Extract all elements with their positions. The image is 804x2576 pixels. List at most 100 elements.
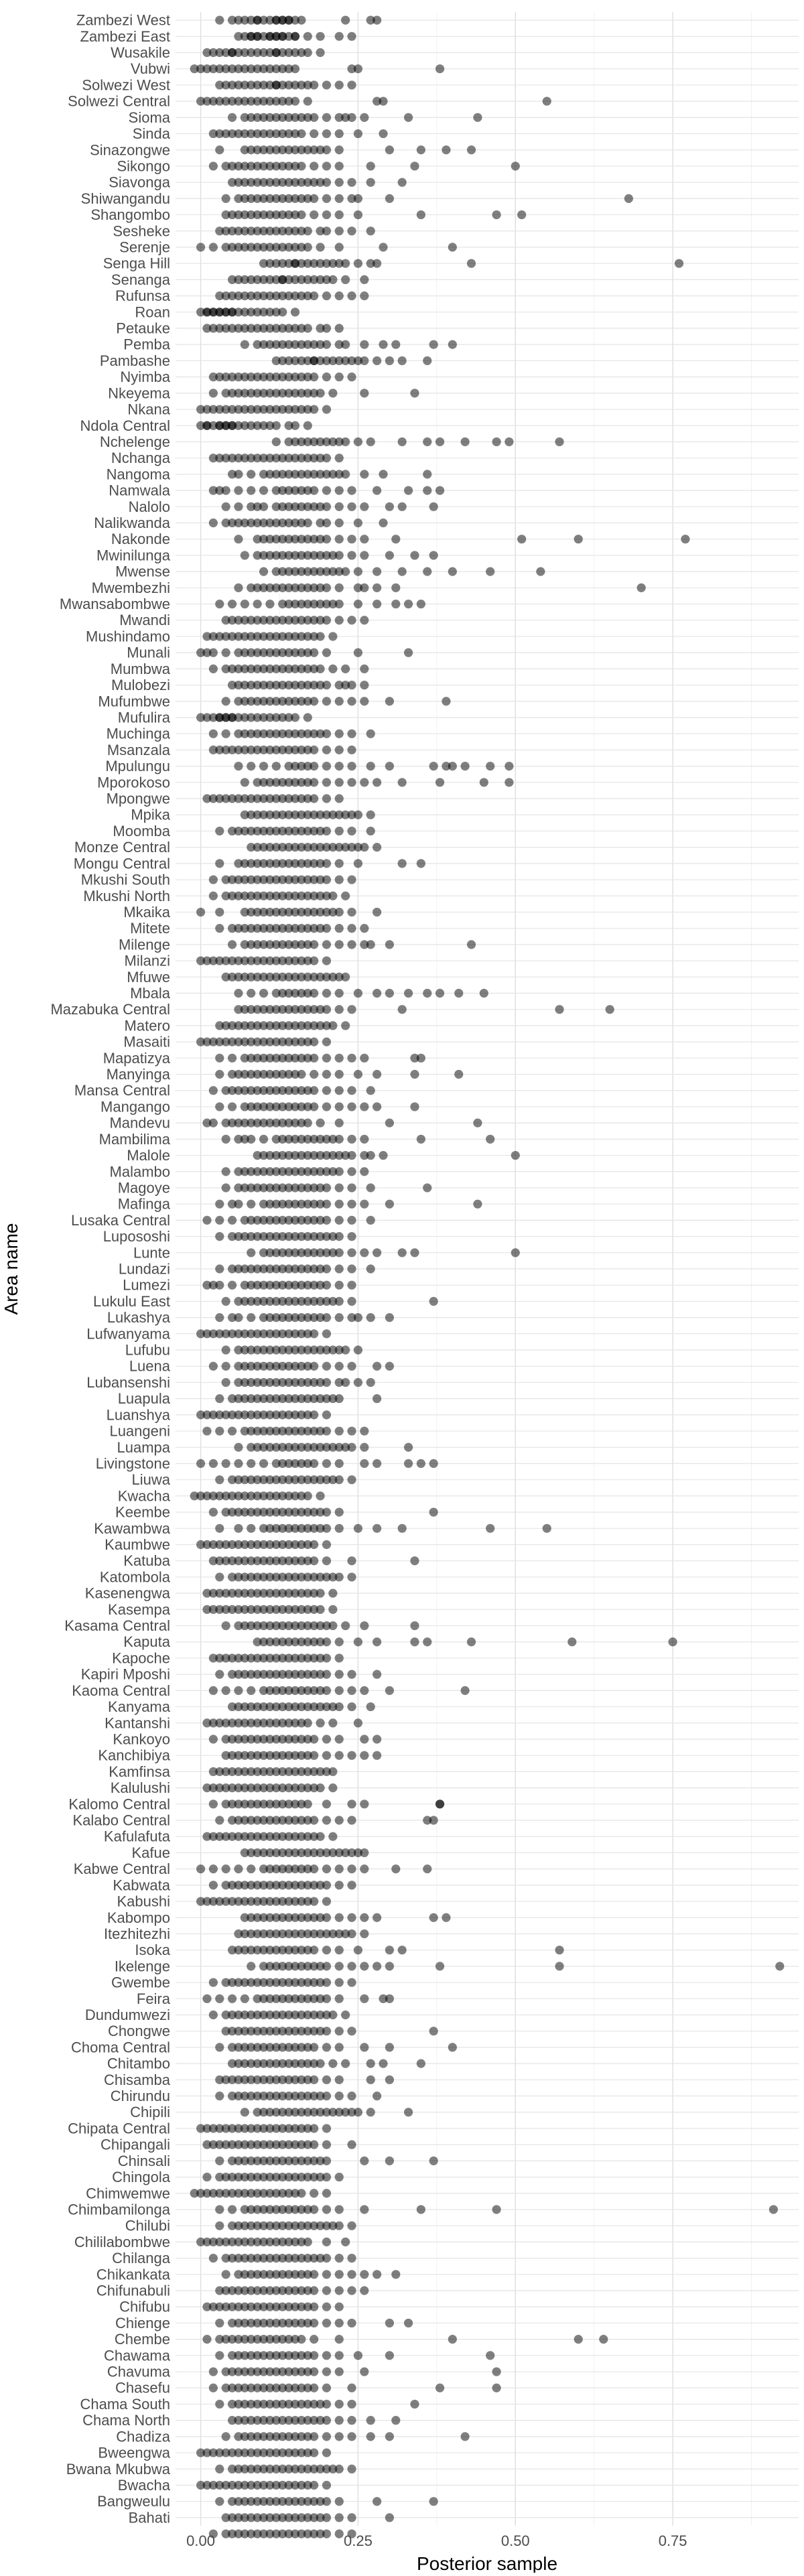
data-point	[316, 145, 325, 155]
y-tick-label: Livingstone	[96, 1455, 170, 1472]
data-point	[290, 1621, 300, 1631]
data-point	[208, 1800, 218, 1809]
data-point	[278, 664, 287, 673]
data-point	[486, 762, 495, 771]
data-point	[247, 113, 256, 122]
data-point	[353, 437, 363, 447]
data-point	[215, 486, 224, 495]
data-point	[247, 1102, 256, 1111]
data-point	[278, 891, 287, 900]
data-point	[265, 2124, 275, 2133]
data-point	[290, 1540, 300, 1550]
data-point	[247, 1848, 256, 1858]
data-point	[297, 470, 306, 479]
data-point	[366, 729, 375, 738]
data-point	[271, 891, 281, 900]
data-point	[442, 762, 451, 771]
y-tick-label: Chifunabuli	[96, 2283, 170, 2299]
data-point	[297, 1264, 306, 1274]
data-point	[316, 1264, 325, 1274]
y-tick-label: Mporokoso	[97, 774, 170, 791]
data-point	[234, 470, 243, 479]
data-point	[347, 1556, 356, 1566]
data-point	[334, 1296, 344, 1306]
data-point	[290, 745, 300, 754]
data-point	[347, 2286, 356, 2295]
data-point	[259, 1751, 269, 1760]
data-point	[227, 1199, 237, 1209]
data-point	[303, 178, 312, 187]
data-point	[373, 1069, 382, 1079]
data-point	[271, 113, 281, 122]
data-point	[234, 372, 243, 382]
data-point	[322, 1962, 332, 1971]
data-point	[284, 599, 293, 609]
data-point	[247, 194, 256, 203]
data-point	[479, 988, 488, 998]
data-point	[259, 2432, 269, 2441]
data-point	[240, 2221, 249, 2230]
data-point	[202, 1410, 212, 1420]
data-point	[316, 243, 325, 252]
data-point	[265, 1962, 275, 1971]
data-point	[373, 1735, 382, 1744]
data-point	[259, 632, 269, 641]
data-point	[297, 2448, 306, 2457]
data-point	[227, 2010, 237, 2020]
data-point	[360, 924, 369, 933]
data-point	[259, 1718, 269, 1728]
data-point	[265, 1102, 275, 1111]
data-point	[290, 616, 300, 625]
data-point	[366, 226, 375, 236]
data-point	[297, 1102, 306, 1111]
data-point	[265, 2027, 275, 2036]
data-point	[347, 535, 356, 544]
data-point	[284, 1540, 293, 1550]
data-point	[297, 2464, 306, 2473]
data-point	[240, 1507, 249, 1517]
data-point	[297, 1881, 306, 1890]
data-point	[391, 599, 401, 609]
data-point	[265, 2205, 275, 2214]
data-point	[240, 1053, 249, 1063]
data-point	[265, 2221, 275, 2230]
data-point	[271, 1718, 281, 1728]
data-point	[303, 599, 312, 609]
data-point	[278, 1199, 287, 1209]
y-tick-label: Lufwanyama	[86, 1325, 171, 1342]
data-point	[442, 697, 451, 706]
data-point	[303, 1816, 312, 1825]
data-point	[328, 1702, 338, 1712]
data-point	[227, 389, 237, 398]
data-point	[341, 113, 350, 122]
data-point	[208, 1329, 218, 1339]
data-point	[284, 1637, 293, 1647]
data-point	[215, 308, 224, 317]
data-point	[278, 907, 287, 917]
data-point	[271, 1800, 281, 1809]
data-point	[247, 2464, 256, 2473]
data-point	[397, 859, 407, 868]
data-point	[297, 2513, 306, 2522]
data-point	[221, 1653, 230, 1663]
data-point	[297, 1783, 306, 1793]
data-point	[303, 1735, 312, 1744]
data-point	[221, 632, 230, 641]
data-point	[328, 891, 338, 900]
data-point	[240, 2124, 249, 2133]
data-point	[234, 1978, 243, 1987]
data-point	[278, 324, 287, 333]
data-point	[347, 1248, 356, 1258]
data-point	[234, 1929, 243, 1939]
data-point	[265, 1215, 275, 1225]
data-point	[196, 243, 206, 252]
data-point	[240, 2416, 249, 2425]
data-point	[259, 15, 269, 25]
data-point	[284, 1248, 293, 1258]
data-point	[328, 1021, 338, 1030]
data-point	[310, 1653, 319, 1663]
data-point	[284, 745, 293, 754]
data-point	[347, 826, 356, 836]
data-point	[310, 794, 319, 803]
data-point	[247, 859, 256, 868]
